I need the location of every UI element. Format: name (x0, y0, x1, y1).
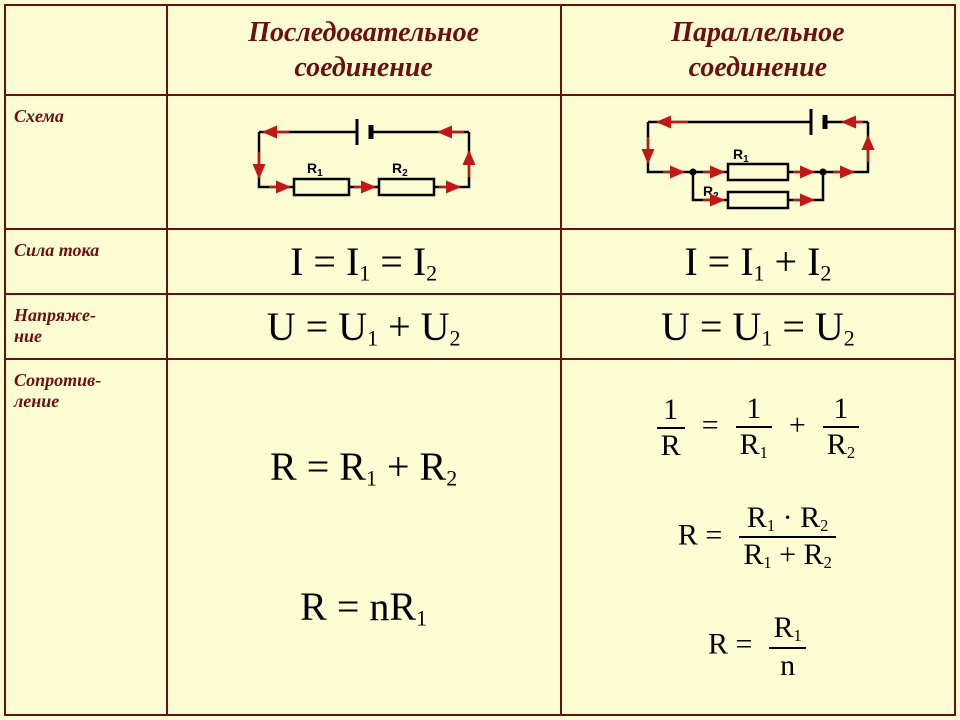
series-resistance-cell: R = R1 + R2 R = nR1 (167, 359, 561, 715)
series-current-formula: I = I1 = I2 (167, 229, 561, 294)
voltage-row: Напряже- ние U = U1 + U2 U = U1 = U2 (5, 294, 955, 359)
svg-text:R1: R1 (733, 146, 749, 165)
header-series-line1: Последовательное (248, 17, 479, 48)
series-circuit-diagram: R1 R2 (167, 95, 561, 229)
series-R-sum: R = R1 + R2 (270, 443, 457, 492)
parallel-R-product: R = R1 · R2 R1 + R2 (678, 503, 838, 572)
parallel-R-reciprocal: 1R = 1R1 + 1R2 (655, 394, 861, 462)
series-R-n: R = nR1 (300, 583, 427, 632)
header-blank (5, 5, 167, 95)
series-voltage-formula: U = U1 + U2 (167, 294, 561, 359)
parallel-voltage-formula: U = U1 = U2 (561, 294, 955, 359)
header-parallel: Параллельное соединение (561, 5, 955, 95)
comparison-table: Последовательное соединение Параллельное… (4, 4, 956, 716)
current-row: Сила тока I = I1 = I2 I = I1 + I2 (5, 229, 955, 294)
page-container: Последовательное соединение Параллельное… (0, 0, 960, 720)
resistance-row: Сопротив- ление R = R1 + R2 R = nR1 1R =… (5, 359, 955, 715)
scheme-row: Схема R1 R2 (5, 95, 955, 229)
header-row: Последовательное соединение Параллельное… (5, 5, 955, 95)
parallel-current-formula: I = I1 + I2 (561, 229, 955, 294)
header-series: Последовательное соединение (167, 5, 561, 95)
svg-text:R1: R1 (307, 160, 323, 179)
svg-text:R2: R2 (392, 160, 408, 179)
parallel-resistance-cell: 1R = 1R1 + 1R2 R = R1 · R2 R1 + R2 R = R… (561, 359, 955, 715)
row-label-scheme: Схема (5, 95, 167, 229)
parallel-R-n: R = R1n (708, 613, 808, 681)
row-label-current: Сила тока (5, 229, 167, 294)
parallel-circuit-diagram: R1 R2 (561, 95, 955, 229)
header-series-line2: соединение (294, 52, 432, 83)
header-parallel-line1: Параллельное (671, 17, 844, 48)
row-label-resistance: Сопротив- ление (5, 359, 167, 715)
row-label-voltage: Напряже- ние (5, 294, 167, 359)
header-parallel-line2: соединение (689, 52, 827, 83)
